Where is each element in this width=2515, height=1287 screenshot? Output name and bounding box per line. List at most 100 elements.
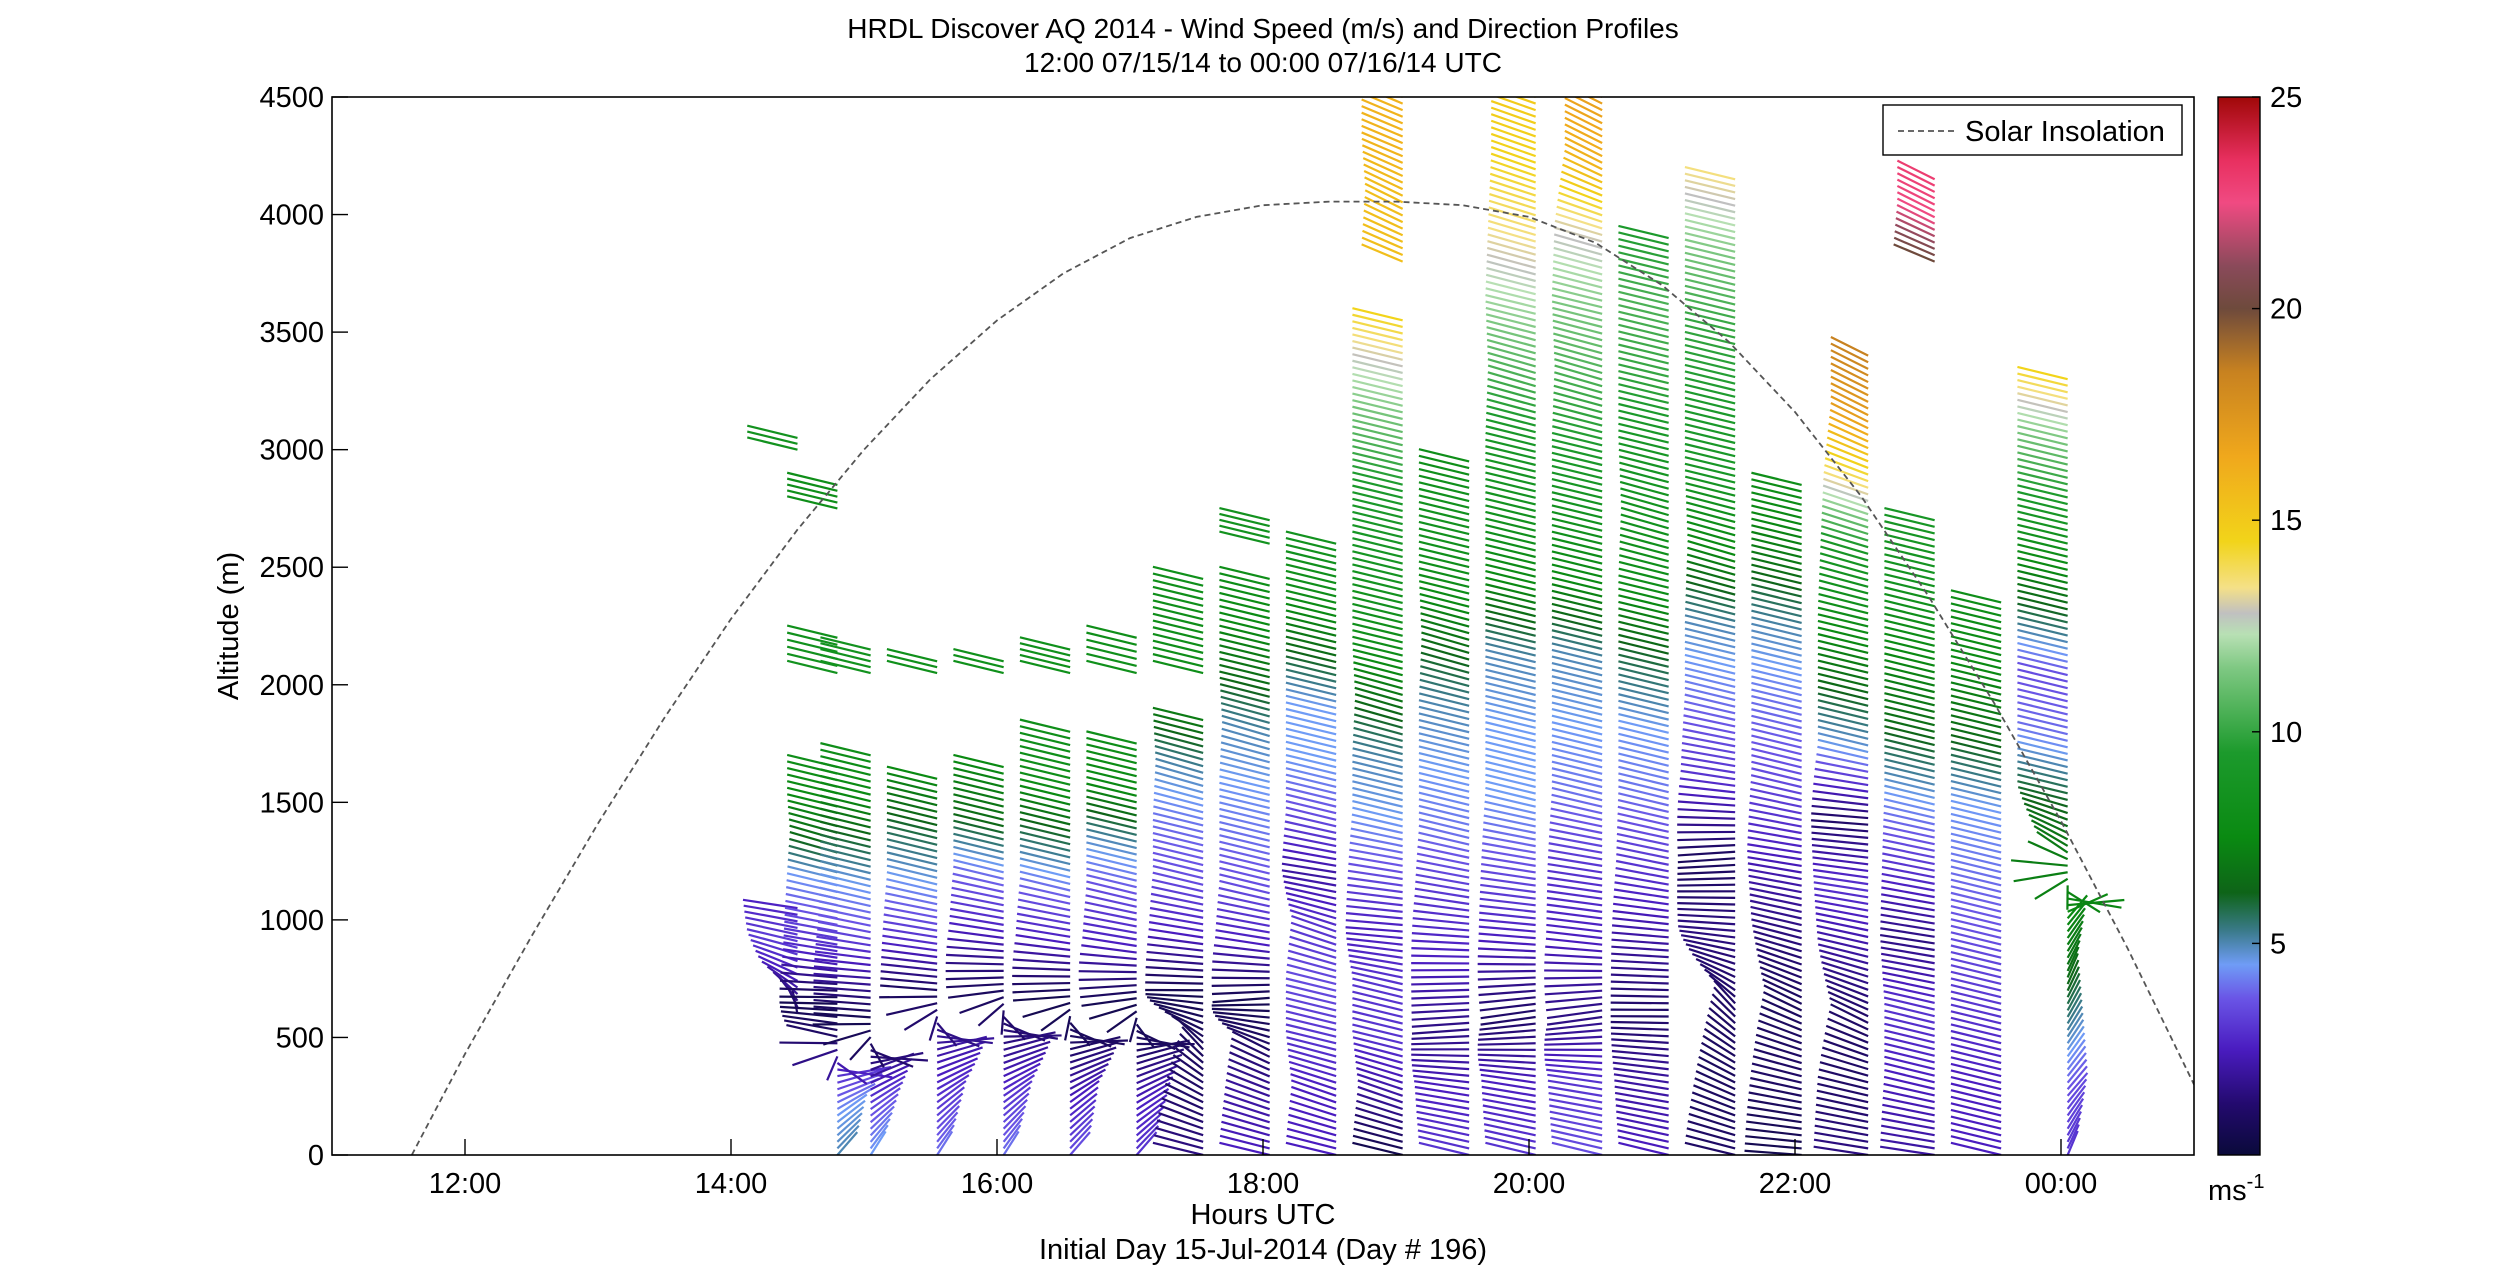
wind-barb — [1485, 802, 1536, 814]
wind-profile-column — [743, 426, 798, 1014]
wind-barb — [887, 780, 937, 792]
wind-barb — [1685, 457, 1735, 469]
wind-barb — [1286, 775, 1336, 787]
wind-barb — [1352, 413, 1402, 425]
wind-barb — [887, 773, 937, 785]
wind-barb — [1286, 656, 1336, 668]
wind-barb — [1618, 800, 1669, 812]
y-tick-label: 1000 — [259, 905, 324, 937]
wind-barb — [1286, 676, 1336, 688]
wind-barb — [1419, 568, 1469, 580]
wind-barb — [1413, 918, 1469, 924]
wind-barb — [819, 895, 870, 906]
wind-barb — [1951, 650, 2001, 662]
wind-barb — [1485, 545, 1535, 557]
wind-barb — [1685, 246, 1735, 258]
wind-barb — [887, 767, 937, 779]
wind-barb — [1137, 1126, 1159, 1149]
wind-barb — [1153, 1143, 1203, 1155]
wind-barb — [1219, 776, 1269, 788]
wind-barb — [1020, 746, 1070, 758]
wind-barb — [887, 826, 937, 838]
wind-barb — [1685, 174, 1735, 186]
wind-barb — [1219, 783, 1269, 795]
wind-barb — [953, 655, 1003, 667]
wind-barb — [1219, 567, 1269, 579]
wind-barb — [1485, 486, 1535, 498]
wind-barb — [1488, 359, 1536, 373]
wind-barb — [1219, 586, 1269, 598]
wind-barb — [1004, 1106, 1026, 1129]
wind-barb — [930, 1016, 937, 1040]
wind-barb — [2017, 446, 2067, 458]
wind-barb — [1147, 944, 1203, 950]
wind-barb — [1751, 729, 1801, 741]
wind-barb — [1751, 499, 1801, 511]
wind-barb — [1419, 476, 1469, 488]
wind-barb — [1020, 832, 1070, 844]
wind-barb — [1884, 640, 1934, 652]
wind-barb — [1884, 813, 1935, 825]
wind-barb — [850, 1037, 871, 1060]
wind-barb — [1291, 1094, 1337, 1109]
wind-barb — [1818, 733, 1868, 745]
wind-barb — [1487, 399, 1536, 412]
wind-barb — [1014, 943, 1070, 950]
solar-insolation-line — [412, 202, 2194, 1155]
wind-barb — [1687, 522, 1735, 536]
y-tick-label: 2000 — [259, 670, 324, 702]
wind-barb — [1086, 855, 1136, 867]
wind-barb — [1419, 720, 1469, 732]
wind-barb — [948, 931, 1003, 938]
wind-barb — [1685, 378, 1735, 390]
wind-barb — [1020, 649, 1070, 661]
wind-barb — [1489, 194, 1535, 209]
wind-barb — [1751, 492, 1801, 504]
wind-barb — [1020, 655, 1070, 667]
wind-barb — [1419, 535, 1469, 547]
wind-barb — [1745, 1143, 1802, 1148]
wind-barb — [1552, 689, 1602, 701]
wind-barb — [1086, 744, 1136, 756]
wind-barb — [1553, 268, 1602, 281]
wind-barb — [1552, 729, 1602, 741]
wind-barb — [1547, 898, 1602, 905]
wind-barb — [1491, 160, 1536, 175]
wind-barb — [1154, 800, 1203, 813]
wind-barb — [1751, 709, 1801, 721]
wind-barb — [1951, 742, 2001, 754]
wind-barb — [1412, 1016, 1469, 1019]
wind-barb — [1951, 610, 2001, 622]
wind-barb — [1352, 979, 1402, 991]
wind-barb — [1552, 795, 1603, 807]
wind-barb — [1352, 499, 1402, 511]
wind-barb — [887, 786, 937, 798]
wind-barb — [1153, 634, 1203, 646]
wind-barb — [1412, 926, 1469, 931]
wind-barb — [1824, 472, 1868, 488]
wind-barb — [1354, 1050, 1402, 1063]
wind-barb — [1884, 515, 1934, 527]
wind-barb — [2014, 872, 2068, 881]
wind-barb — [1020, 661, 1070, 673]
wind-barb — [1686, 490, 1735, 503]
wind-barb — [1552, 519, 1602, 531]
wind-barb — [1618, 641, 1668, 653]
wind-barb — [1480, 1004, 1536, 1011]
wind-barb — [1552, 571, 1602, 583]
wind-barb — [1820, 547, 1868, 561]
wind-barb — [1352, 610, 1402, 622]
wind-barb — [1212, 1009, 1270, 1011]
wind-barb — [1288, 1115, 1336, 1129]
wind-barb — [1818, 700, 1868, 712]
wind-barb — [1224, 1094, 1269, 1109]
wind-barb — [1554, 379, 1602, 393]
wind-barb — [1286, 624, 1336, 636]
wind-barb — [1618, 727, 1668, 739]
wind-barb — [1159, 1113, 1204, 1129]
wind-barb — [1685, 1143, 1735, 1155]
wind-barb — [1004, 1119, 1022, 1142]
wind-barb — [1751, 512, 1801, 524]
wind-barb — [1552, 565, 1602, 577]
wind-barb — [1951, 1097, 2001, 1109]
